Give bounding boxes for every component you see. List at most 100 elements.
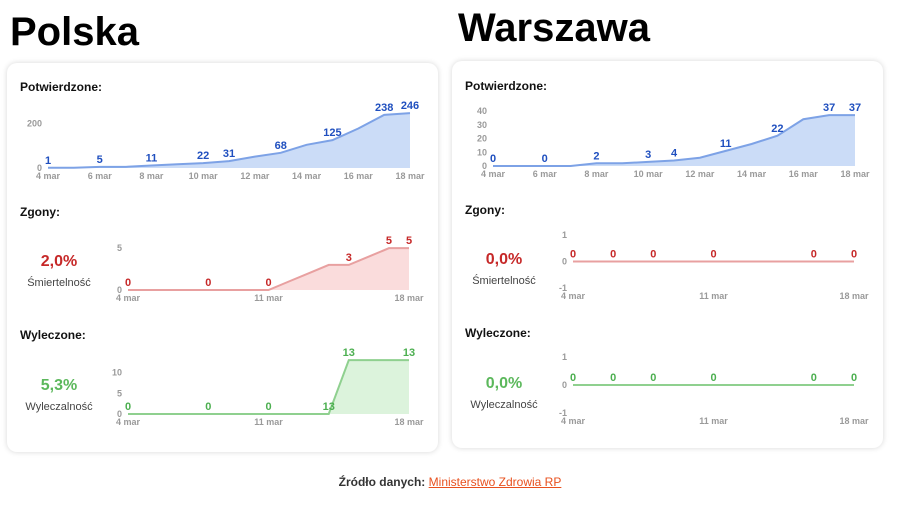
series-area [128, 360, 409, 414]
data-label: 0 [570, 249, 576, 261]
y-tick-label: 5 [117, 243, 122, 253]
y-tick-label: 0 [117, 285, 122, 295]
x-tick-label: 6 mar [533, 169, 558, 179]
x-tick-label: 18 mar [394, 417, 424, 427]
y-tick-label: 200 [27, 118, 42, 128]
data-label: 0 [851, 372, 857, 384]
data-label: 11 [146, 153, 158, 165]
x-tick-label: 18 mar [395, 171, 425, 181]
y-tick-label: -1 [559, 408, 567, 418]
data-label: 0 [811, 249, 817, 261]
x-tick-label: 10 mar [189, 171, 219, 181]
y-tick-label: 1 [562, 352, 567, 362]
warszawa-title: Warszawa [458, 8, 676, 48]
data-source: Źródło danych: Ministerstwo Zdrowia RP [0, 475, 900, 489]
x-tick-label: 14 mar [292, 171, 322, 181]
data-label: 13 [323, 401, 335, 413]
data-label: 22 [197, 150, 209, 162]
y-tick-label: 1 [562, 230, 567, 240]
data-label: 3 [645, 149, 651, 161]
x-tick-label: 4 mar [561, 291, 586, 301]
y-tick-label: 0 [37, 163, 42, 173]
data-label: 0 [710, 372, 716, 384]
data-label: 1 [45, 155, 51, 167]
x-tick-label: 14 mar [737, 169, 767, 179]
warszawa-recovery: 0,0% Wyleczalność [454, 375, 554, 411]
x-tick-label: 18 mar [394, 293, 424, 303]
y-tick-label: 0 [482, 161, 487, 171]
polska-card: Potwierdzone: 0 200 4 mar 6 mar 8 mar 10 mar 1… [7, 63, 438, 452]
data-label: 11 [720, 138, 732, 150]
polska-mortality-label: Śmiertelność [27, 277, 91, 289]
y-tick-label: 5 [117, 388, 122, 398]
y-tick-label: 0 [562, 257, 567, 267]
data-label: 31 [223, 148, 235, 160]
x-tick-label: 18 mar [839, 291, 869, 301]
x-tick-label: 11 mar [699, 291, 728, 301]
x-tick-label: 11 mar [254, 417, 283, 427]
data-label: 0 [265, 277, 271, 289]
warszawa-mortality-label: Śmiertelność [472, 275, 536, 287]
y-tick-label: 0 [562, 380, 567, 390]
series-line [128, 247, 409, 291]
warszawa-mortality: 0,0% Śmiertelność [454, 251, 554, 287]
polska-recovery-label: Wyleczalność [25, 401, 93, 413]
data-label: 4 [671, 148, 678, 160]
x-tick-label: 12 mar [685, 169, 715, 179]
data-label: 0 [811, 372, 817, 384]
data-label: 5 [406, 235, 412, 247]
warszawa-card: Potwierdzone: 0 10 20 30 40 4 mar 6 mar 8 mar 10… [452, 61, 883, 448]
data-label: 0 [570, 372, 576, 384]
series-area [493, 115, 855, 166]
polska-recovery: 5,3% Wyleczalność [9, 377, 109, 413]
y-tick-label: 40 [477, 106, 487, 116]
data-label: 68 [275, 140, 287, 152]
data-label: 238 [375, 102, 393, 114]
x-tick-label: 6 mar [88, 171, 113, 181]
y-tick-label: 30 [477, 120, 487, 130]
polska-confirmed-chart: 0 200 4 mar 6 mar 8 mar 10 mar 12 mar 14 mar 16 … [27, 100, 425, 181]
data-label: 3 [346, 252, 352, 264]
y-tick-label: 20 [477, 134, 487, 144]
x-tick-label: 4 mar [116, 417, 141, 427]
data-label: 0 [125, 401, 131, 413]
series-area [128, 248, 409, 290]
polska-recovery-value: 5,3% [40, 377, 78, 394]
x-tick-label: 4 mar [116, 293, 141, 303]
data-label: 0 [851, 249, 857, 261]
x-tick-label: 8 mar [584, 169, 609, 179]
data-source-link[interactable]: Ministerstwo Zdrowia RP [428, 475, 562, 489]
data-label: 0 [542, 153, 548, 165]
x-tick-label: 18 mar [839, 416, 869, 426]
data-label: 0 [610, 249, 616, 261]
x-tick-label: 12 mar [240, 171, 270, 181]
y-tick-label: 10 [112, 368, 122, 378]
warszawa-recovery-label: Wyleczalność [470, 399, 538, 411]
x-tick-label: 10 mar [634, 169, 664, 179]
data-label: 0 [205, 401, 211, 413]
x-tick-label: 8 mar [139, 171, 164, 181]
data-label: 5 [386, 235, 392, 247]
x-tick-label: 4 mar [481, 169, 506, 179]
data-label: 2 [593, 150, 599, 162]
warszawa-confirmed-label: Potwierdzone: [465, 79, 548, 93]
data-label: 37 [823, 102, 835, 114]
y-tick-label: 10 [477, 147, 487, 157]
data-label: 13 [343, 347, 355, 359]
x-tick-label: 16 mar [789, 169, 819, 179]
x-tick-label: 4 mar [561, 416, 586, 426]
y-tick-label: 0 [117, 409, 122, 419]
x-tick-label: 18 mar [840, 169, 870, 179]
series-line [48, 112, 411, 169]
polska-title: Polska [10, 10, 139, 54]
warszawa-recovery-value: 0,0% [485, 375, 523, 392]
x-tick-label: 11 mar [254, 293, 283, 303]
data-label: 0 [650, 372, 656, 384]
data-label: 0 [710, 249, 716, 261]
x-tick-label: 16 mar [344, 171, 374, 181]
data-label: 0 [490, 153, 496, 165]
x-tick-label: 11 mar [699, 416, 728, 426]
data-label: 246 [401, 100, 419, 112]
